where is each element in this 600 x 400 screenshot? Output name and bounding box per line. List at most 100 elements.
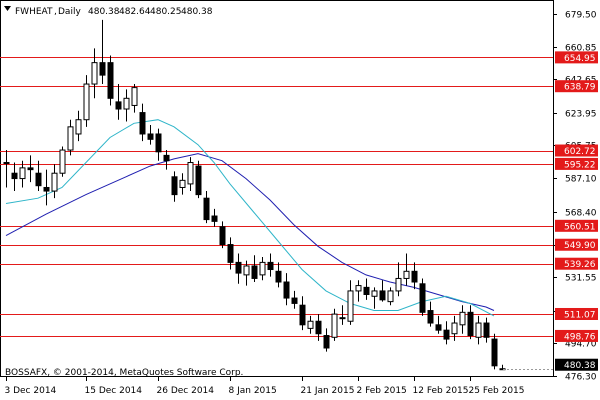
candle-50 [403, 253, 410, 286]
candle-body-bull [395, 277, 402, 292]
candle-30 [243, 260, 250, 286]
candle-37 [299, 296, 306, 331]
candle-body-bull [459, 311, 466, 326]
candle-body-bear [195, 165, 202, 196]
candle-42 [339, 305, 346, 325]
y-tick-label-0: 679.50 [565, 11, 597, 21]
candle-35 [283, 273, 290, 306]
candle-body-bull [187, 162, 194, 185]
candle-7 [59, 146, 66, 177]
candle-25 [203, 191, 210, 224]
candle-body-bear [483, 322, 490, 338]
level-price-label-0: 654.95 [564, 54, 596, 64]
candle-body-bear [411, 270, 418, 283]
candle-53 [427, 301, 434, 327]
candle-28 [227, 237, 234, 270]
level-price-badge-7 [555, 307, 598, 320]
candle-body-bull [371, 290, 378, 297]
level-price-label-6: 539.26 [564, 260, 596, 270]
candle-46 [371, 287, 378, 309]
candle-5 [43, 169, 50, 206]
candle-body-bear [43, 186, 50, 192]
ohlc-low: 480.25 [150, 7, 182, 17]
moving-average-slow-line [5, 153, 495, 311]
level-price-label-5: 549.90 [564, 241, 596, 251]
x-tick-label-6: 12 Feb 2015 [413, 386, 469, 396]
chart-timeframe-separator: , [54, 7, 57, 17]
candle-43 [347, 280, 354, 325]
candle-body-bear [323, 335, 330, 349]
y-tick-label-10: 494.70 [565, 340, 597, 350]
candle-23 [187, 157, 194, 192]
candle-body-bear [491, 338, 498, 367]
candle-26 [211, 208, 218, 227]
candle-body-bear [219, 226, 226, 246]
candle-44 [355, 280, 362, 302]
candle-body-bear [107, 62, 114, 99]
candle-36 [291, 290, 298, 309]
candle-22 [179, 173, 186, 195]
ohlc-close: 480.38 [181, 7, 213, 17]
candle-49 [395, 262, 402, 297]
candle-21 [171, 171, 178, 202]
candle-body-bear [363, 286, 370, 295]
copyright-notice: BOSSAFX, © 2001-2014, MetaQuotes Softwar… [5, 368, 243, 378]
candle-body-bull [91, 62, 98, 85]
candle-54 [435, 315, 442, 334]
candle-body-bull [387, 290, 394, 303]
x-tick-label-3: 8 Jan 2015 [229, 386, 277, 396]
candle-8 [67, 119, 74, 156]
candle-47 [379, 280, 386, 302]
candle-body-bear [435, 324, 442, 331]
candle-body-bull [131, 87, 138, 106]
x-tick-label-1: 15 Dec 2014 [85, 386, 143, 396]
level-price-badge-8 [555, 329, 598, 342]
candle-2 [19, 160, 26, 188]
chart-timeframe: Daily [58, 7, 81, 17]
candle-40 [323, 328, 330, 352]
candle-body-bull [331, 313, 338, 338]
candle-56 [451, 315, 458, 341]
level-price-label-4: 560.51 [564, 222, 596, 232]
candle-19 [155, 128, 162, 161]
chart-symbol: FWHEAT [15, 7, 53, 17]
level-price-label-2: 602.72 [564, 147, 596, 157]
candle-body-bull [179, 179, 186, 188]
current-price-badge [555, 358, 598, 371]
candle-body-bull [403, 270, 410, 279]
candle-body-bull [67, 126, 74, 151]
candle-15 [123, 89, 130, 122]
y-tick-label-8: 531.55 [565, 274, 597, 284]
candle-34 [275, 262, 282, 288]
candle-62 [499, 364, 506, 371]
candle-body-bull [339, 317, 346, 320]
candle-3 [27, 155, 34, 183]
candle-24 [195, 160, 202, 199]
candle-body-bull [123, 97, 130, 110]
candle-body-bull [259, 261, 266, 276]
candle-31 [251, 255, 258, 283]
candle-body-bear [99, 62, 106, 76]
moving-average-fast-line [5, 119, 495, 317]
candle-9 [75, 110, 82, 142]
collapse-arrow-icon[interactable] [4, 6, 11, 11]
candle-body-bear [171, 176, 178, 196]
candle-body-bear [35, 172, 42, 187]
candle-body-bull [51, 172, 58, 192]
ohlc-open: 480.38 [88, 7, 120, 17]
candle-body-bear [163, 154, 170, 162]
candle-body-bear [291, 297, 298, 304]
candle-41 [331, 308, 338, 341]
candle-body-bear [235, 261, 242, 274]
candle-body-bear [11, 172, 18, 180]
x-tick-label-4: 21 Jan 2015 [301, 386, 355, 396]
candle-body-bull [307, 320, 314, 329]
x-tick-label-0: 3 Dec 2014 [5, 386, 57, 396]
candle-52 [419, 278, 426, 316]
y-tick-label-6: 568.40 [565, 209, 597, 219]
candle-48 [387, 287, 394, 306]
candle-body-bear [227, 244, 234, 263]
candle-body-bear [27, 167, 34, 171]
